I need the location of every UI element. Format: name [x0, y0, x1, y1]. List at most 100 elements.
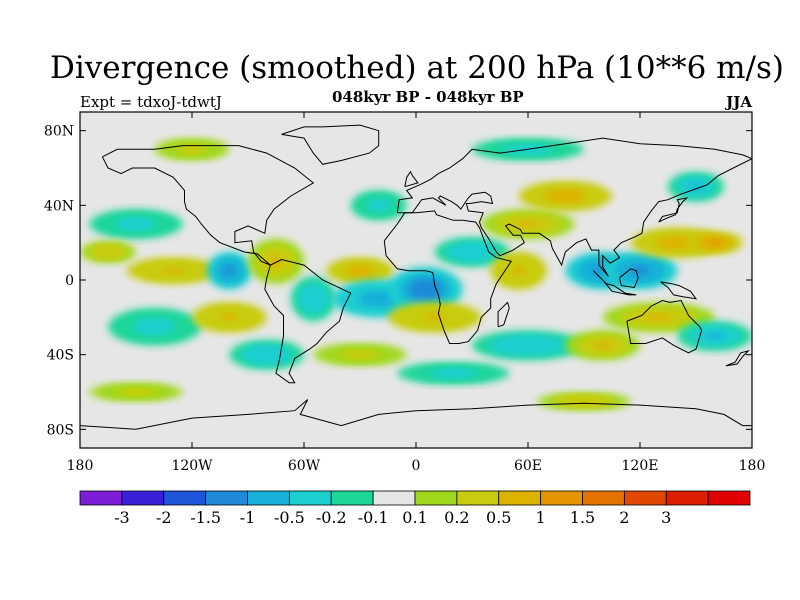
field-blob	[388, 266, 463, 312]
field-blob	[248, 238, 304, 284]
coastline	[101, 145, 352, 384]
colorbar-label: 1.5	[570, 508, 595, 527]
field-blob	[518, 181, 612, 211]
field-blob	[565, 330, 641, 361]
colorbar-label: -0.2	[316, 508, 347, 527]
colorbar-swatch	[205, 490, 248, 506]
field-contour	[257, 350, 276, 359]
field-blob	[206, 251, 252, 290]
field-blob	[472, 330, 584, 361]
field-blob	[154, 138, 230, 161]
field-contour	[307, 293, 319, 305]
coastline	[660, 281, 698, 300]
x-tick-label: 180	[739, 458, 766, 474]
coastline	[396, 137, 752, 213]
field-blob	[290, 276, 336, 322]
colorbar-swatch	[498, 490, 542, 506]
coastline	[397, 158, 752, 277]
y-tick-label: 80S	[47, 422, 74, 438]
field-contour	[101, 249, 115, 255]
colorbar-label: 2	[619, 508, 629, 527]
field-contour	[630, 266, 650, 276]
field-contour	[439, 370, 468, 377]
y-tick-label: 80N	[44, 124, 74, 140]
field-contour	[689, 182, 703, 191]
coastline	[281, 124, 380, 165]
colorbar-label: 1	[536, 508, 546, 527]
field-contour	[348, 351, 372, 358]
field-contour	[143, 322, 167, 332]
field-contour	[367, 294, 391, 304]
plot-title: Divergence (smoothed) at 200 hPa (10**6 …	[50, 50, 784, 86]
field-contour	[553, 192, 577, 200]
field-blob	[388, 302, 482, 333]
colorbar-label: 3	[661, 508, 671, 527]
divergence-field	[80, 138, 752, 411]
map-panel: 180 120W 60W 0 60E 120E 180 80N 40N 0 40S 80S	[44, 111, 765, 474]
colorbar-swatch	[330, 490, 374, 506]
plot-subtitle: 048kyr BP - 048kyr BP	[332, 88, 524, 106]
colorbar-swatch	[288, 490, 332, 506]
field-contour	[220, 313, 239, 322]
field-contour	[572, 399, 596, 404]
colorbar-label: 0.1	[402, 508, 427, 527]
field-blob	[313, 343, 407, 366]
field-contour	[516, 220, 540, 228]
coastline	[383, 210, 513, 344]
colorbar-swatch	[121, 490, 165, 506]
field-contour	[423, 313, 447, 322]
field-contour	[665, 238, 689, 247]
coastline	[619, 268, 639, 289]
coastline	[725, 349, 750, 367]
colorbar-swatch	[665, 490, 709, 506]
field-contour	[161, 267, 185, 274]
x-tick-label: 0	[412, 458, 421, 474]
colorbar-swatch	[372, 490, 416, 506]
colorbar-label: -3	[114, 508, 130, 527]
field-blob	[108, 308, 202, 346]
field-contour	[593, 341, 613, 350]
x-tick-label: 60E	[514, 458, 542, 474]
field-contour	[124, 220, 148, 228]
colorbar-swatch	[707, 490, 751, 506]
x-tick-label: 120W	[171, 458, 213, 474]
field-blob	[192, 302, 267, 333]
colorbar-swatch	[582, 490, 625, 506]
coastline	[658, 197, 689, 223]
field-contour	[514, 341, 542, 350]
field-blob	[89, 382, 183, 402]
colorbar-label: -1	[240, 508, 256, 527]
coastline	[592, 270, 637, 296]
coastline	[404, 170, 419, 188]
field-contour	[416, 283, 435, 295]
field-contour	[182, 146, 202, 153]
field-contour	[707, 239, 722, 246]
field-contour	[644, 313, 673, 322]
coastline	[626, 299, 703, 354]
colorbar-label: -2	[156, 508, 172, 527]
field-blob	[602, 302, 715, 333]
field-blob	[668, 171, 724, 202]
field-blob	[686, 231, 743, 254]
colorbar-label: -0.1	[358, 508, 389, 527]
field-contour	[511, 266, 526, 276]
field-blob	[397, 362, 510, 385]
colorbar-swatch	[163, 490, 207, 506]
colorbar-swatch	[456, 490, 500, 506]
field-blob	[229, 339, 304, 370]
x-tick-label: 120E	[622, 458, 659, 474]
field-blob	[434, 237, 510, 267]
colorbar: -3 -2 -1.5 -1 -0.5 -0.2 -0.1 0.1 0.2 0.5 1 1.5 2 3	[79, 490, 751, 527]
experiment-label: Expt = tdxoJ-tdwtJ	[80, 93, 222, 111]
x-tick-label: 60W	[288, 458, 321, 474]
field-blob	[350, 190, 407, 221]
field-contour	[371, 201, 386, 210]
x-tick-label: 180	[67, 458, 94, 474]
field-contour	[705, 332, 725, 340]
colorbar-label: 0.5	[486, 508, 511, 527]
field-contour	[223, 266, 235, 276]
field-contour	[124, 389, 148, 395]
field-blob	[481, 209, 575, 239]
colorbar-swatch	[79, 490, 123, 506]
map-axes: 180 120W 60W 0 60E 120E 180 80N 40N 0 40S 80S	[44, 112, 765, 474]
